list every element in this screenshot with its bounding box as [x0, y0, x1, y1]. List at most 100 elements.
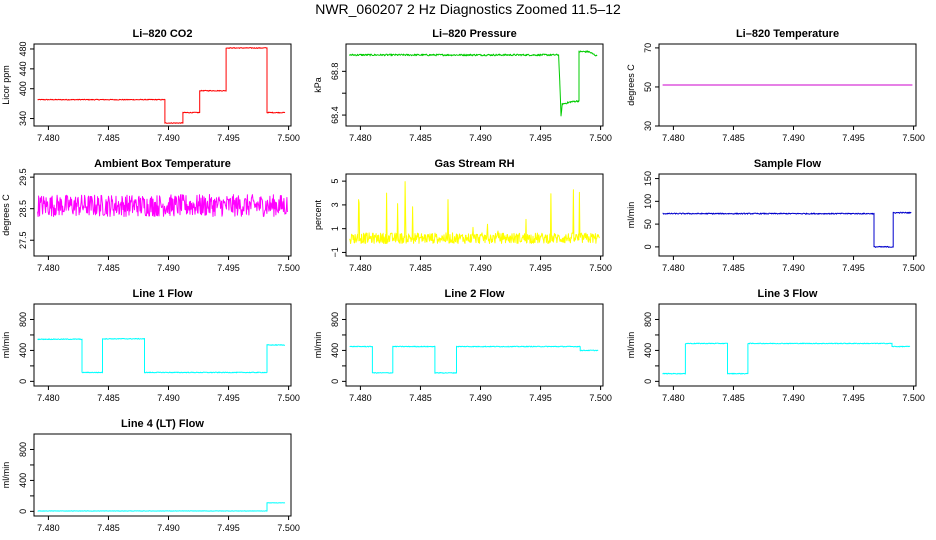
- x-tick-label: 7.490: [782, 393, 805, 403]
- x-tick-label: 7.490: [469, 133, 492, 143]
- y-tick-label: 68.4: [330, 106, 340, 124]
- x-tick-label: 7.480: [662, 263, 685, 273]
- series-line-1: [37, 194, 288, 217]
- x-tick-label: 7.480: [37, 523, 60, 533]
- series-line-1: [662, 342, 911, 375]
- panel-title: Sample Flow: [754, 158, 822, 170]
- plot-frame: [33, 303, 292, 387]
- x-tick-label: 7.500: [277, 523, 300, 533]
- panel-10: Line 4 (LT) Flow ml/min 7.480 7.485 7.490 7.4…: [1, 418, 300, 533]
- panel-8: Line 2 Flow ml/min 7.480 7.485 7.490 7.495 7.5…: [313, 288, 612, 403]
- x-tick-label: 7.495: [529, 133, 552, 143]
- y-tick-label: 800: [643, 312, 653, 327]
- panel-4: Ambient Box Temperature degrees C 7.480 7.4…: [1, 158, 300, 273]
- x-tick-label: 7.485: [722, 393, 745, 403]
- x-tick-label: 7.495: [217, 393, 240, 403]
- x-tick-label: 7.500: [902, 133, 925, 143]
- y-tick-label: 480: [18, 41, 28, 56]
- x-tick-label: 7.485: [722, 133, 745, 143]
- y-tick-label: 0: [330, 379, 340, 384]
- panel-9: Line 3 Flow ml/min 7.480 7.485 7.490 7.495 7.5…: [626, 288, 925, 403]
- series-line-1: [349, 181, 600, 244]
- plot-frame: [33, 433, 292, 517]
- y-tick-label: 100: [643, 194, 653, 209]
- y-tick-label: 440: [18, 61, 28, 76]
- y-tick-label: 30: [643, 121, 653, 131]
- x-tick-label: 7.490: [782, 133, 805, 143]
- y-tick-label: 27.5: [18, 231, 28, 249]
- x-tick-label: 7.490: [157, 393, 180, 403]
- y-tick-label: 400: [643, 343, 653, 358]
- y-axis-label: ml/min: [1, 462, 11, 489]
- y-tick-label: 70: [643, 43, 653, 53]
- panel-title: Ambient Box Temperature: [94, 158, 231, 170]
- y-tick-label: 400: [18, 343, 28, 358]
- y-axis-label: degrees C: [1, 194, 11, 236]
- plot-frame: [658, 303, 917, 387]
- x-tick-label: 7.485: [97, 133, 120, 143]
- x-tick-label: 7.495: [842, 263, 865, 273]
- panel-title: Line 1 Flow: [133, 288, 193, 300]
- y-axis-label: degrees C: [626, 64, 636, 106]
- x-tick-label: 7.485: [409, 133, 432, 143]
- plot-frame: [345, 303, 604, 387]
- x-tick-label: 7.500: [902, 393, 925, 403]
- panel-title: Gas Stream RH: [434, 158, 514, 170]
- x-tick-label: 7.480: [349, 263, 372, 273]
- x-tick-label: 7.500: [589, 133, 612, 143]
- y-tick-label: 50: [643, 82, 653, 92]
- x-tick-label: 7.500: [589, 393, 612, 403]
- panel-title: Line 2 Flow: [445, 288, 505, 300]
- x-tick-label: 7.495: [217, 263, 240, 273]
- panel-title: Li–820 CO2: [133, 28, 193, 40]
- x-tick-label: 7.490: [157, 523, 180, 533]
- x-tick-label: 7.490: [782, 263, 805, 273]
- x-tick-label: 7.485: [409, 263, 432, 273]
- y-tick-label: 400: [18, 81, 28, 96]
- y-tick-label: 0: [18, 379, 28, 384]
- y-tick-label: 1: [330, 226, 340, 231]
- x-tick-label: 7.490: [469, 263, 492, 273]
- plot-frame: [345, 43, 604, 127]
- y-axis-label: ml/min: [626, 332, 636, 359]
- plot-frame: [345, 173, 604, 257]
- y-axis-label: ml/min: [626, 202, 636, 229]
- x-tick-label: 7.480: [662, 393, 685, 403]
- plot-frame: [658, 43, 917, 127]
- panel-title: Li–820 Pressure: [432, 28, 516, 40]
- x-tick-label: 7.480: [37, 133, 60, 143]
- panel-2: Li–820 Pressure kPa 7.480 7.485 7.490 7.495 7.…: [313, 28, 612, 143]
- panel-1: Li–820 CO2 Licor ppm 7.480 7.485 7.490 7.495 7…: [1, 28, 300, 143]
- figure-title: NWR_060207 2 Hz Diagnostics Zoomed 11.5–…: [315, 1, 621, 17]
- x-tick-label: 7.480: [662, 133, 685, 143]
- x-tick-label: 7.485: [97, 393, 120, 403]
- x-tick-label: 7.480: [349, 133, 372, 143]
- y-tick-label: 28.5: [18, 200, 28, 218]
- y-axis-label: ml/min: [313, 332, 323, 359]
- series-line-1: [349, 50, 598, 117]
- x-tick-label: 7.500: [277, 263, 300, 273]
- y-tick-label: 340: [18, 111, 28, 126]
- x-tick-label: 7.495: [529, 263, 552, 273]
- x-tick-label: 7.500: [277, 133, 300, 143]
- x-tick-label: 7.480: [349, 393, 372, 403]
- panel-3: Li–820 Temperature degrees C 7.480 7.485 7.4…: [626, 28, 925, 143]
- y-tick-label: 68.8: [330, 63, 340, 81]
- panel-6: Sample Flow ml/min 7.480 7.485 7.490 7.495 7.5…: [626, 158, 925, 273]
- panel-5: Gas Stream RH percent 7.480 7.485 7.490 7.495…: [313, 158, 612, 273]
- panel-title: Line 4 (LT) Flow: [121, 418, 204, 430]
- x-tick-label: 7.500: [277, 393, 300, 403]
- series-line-1: [662, 211, 912, 248]
- y-tick-label: 150: [643, 171, 653, 186]
- x-tick-label: 7.490: [157, 263, 180, 273]
- y-axis-label: kPa: [313, 77, 323, 93]
- y-tick-label: 0: [643, 379, 653, 384]
- x-tick-label: 7.490: [469, 393, 492, 403]
- plot-frame: [33, 43, 292, 127]
- x-tick-label: 7.500: [902, 263, 925, 273]
- x-tick-label: 7.480: [37, 263, 60, 273]
- x-tick-label: 7.485: [97, 523, 120, 533]
- x-tick-label: 7.485: [97, 263, 120, 273]
- y-tick-label: 3: [330, 202, 340, 207]
